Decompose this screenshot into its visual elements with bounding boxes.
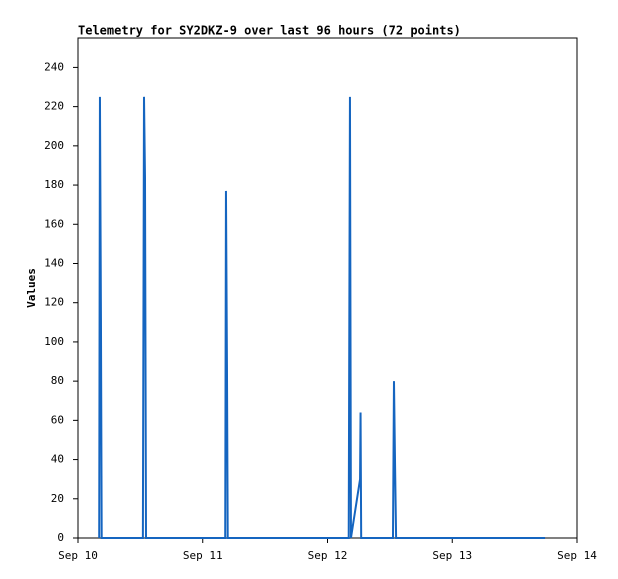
y-tick-label: 160	[44, 217, 64, 230]
y-tick-label: 120	[44, 296, 64, 309]
y-tick-label: 240	[44, 60, 64, 73]
y-tick-label: 180	[44, 178, 64, 191]
chart-title: Telemetry for SY2DKZ-9 over last 96 hour…	[78, 24, 461, 38]
y-tick-label: 0	[57, 531, 64, 544]
data-line	[98, 96, 546, 539]
x-tick-label: Sep 14	[557, 549, 597, 562]
y-axis-label: Values	[25, 268, 38, 308]
y-tick-label: 200	[44, 139, 64, 152]
y-tick-label: 220	[44, 100, 64, 113]
x-tick-label: Sep 12	[308, 549, 348, 562]
y-tick-label: 80	[51, 374, 64, 387]
x-tick-label: Sep 13	[432, 549, 472, 562]
y-tick-label: 60	[51, 413, 64, 426]
y-tick-label: 100	[44, 335, 64, 348]
y-tick-label: 140	[44, 256, 64, 269]
y-tick-label: 40	[51, 453, 64, 466]
x-tick-label: Sep 11	[183, 549, 223, 562]
x-tick-label: Sep 10	[58, 549, 98, 562]
y-tick-label: 20	[51, 492, 64, 505]
